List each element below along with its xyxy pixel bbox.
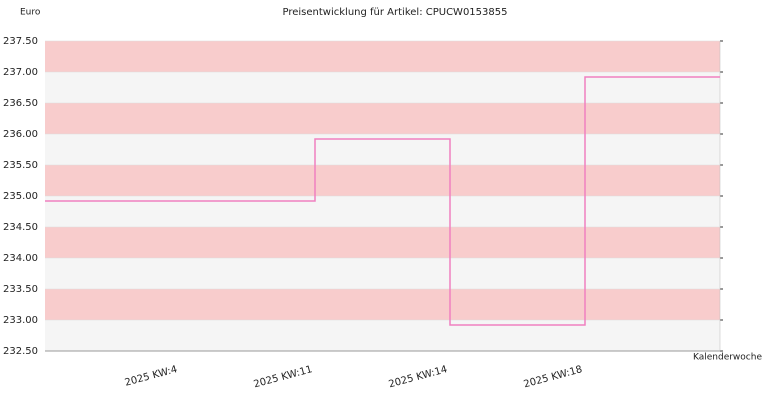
- y-axis-label: Euro: [20, 8, 41, 18]
- y-tick-label: 233.50: [3, 284, 38, 295]
- price-line: [45, 76, 720, 326]
- y-tick-label: 236.00: [3, 129, 38, 140]
- y-tick-label: 234.50: [3, 222, 38, 233]
- x-tick-label: 2025 KW:14: [388, 364, 449, 390]
- background-band: [45, 165, 720, 196]
- y-tick-label: 237.50: [3, 36, 38, 47]
- background-band: [45, 103, 720, 134]
- y-tick-label: 237.00: [3, 67, 38, 78]
- background-band: [45, 227, 720, 258]
- y-tick-label: 233.00: [3, 315, 38, 326]
- background-band: [45, 258, 720, 289]
- y-tick-label: 235.50: [3, 160, 38, 171]
- x-tick-label: 2025 KW:11: [253, 364, 314, 390]
- background-band: [45, 41, 720, 72]
- y-tick-label: 236.50: [3, 98, 38, 109]
- x-axis-label: Kalenderwoche: [693, 353, 762, 363]
- x-tick-label: 2025 KW:18: [523, 364, 584, 390]
- y-tick-label: 232.50: [3, 346, 38, 357]
- x-tick-label: 2025 KW:4: [124, 364, 179, 389]
- chart-title: Preisentwicklung für Artikel: CPUCW01538…: [283, 7, 508, 18]
- background-band: [45, 289, 720, 320]
- background-band: [45, 320, 720, 351]
- y-tick-label: 235.00: [3, 191, 38, 202]
- y-tick-label: 234.00: [3, 253, 38, 264]
